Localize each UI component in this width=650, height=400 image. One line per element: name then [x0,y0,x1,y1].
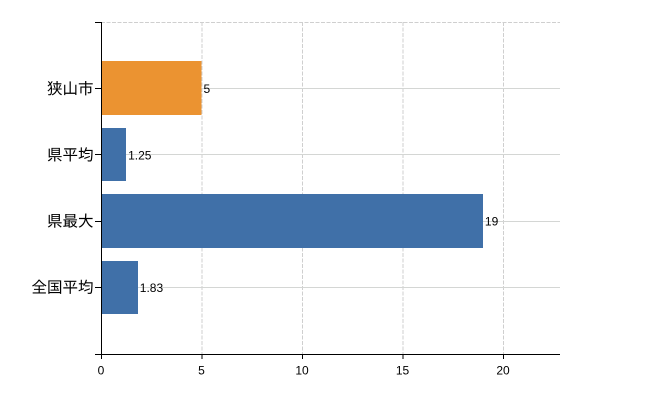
svg-text:0: 0 [98,364,105,378]
svg-text:1.83: 1.83 [140,281,164,295]
svg-text:5: 5 [198,364,205,378]
svg-text:19: 19 [485,215,499,229]
svg-text:15: 15 [396,364,410,378]
svg-text:10: 10 [295,364,309,378]
svg-text:20: 20 [496,364,510,378]
svg-text:5: 5 [204,82,211,96]
svg-text:1.25: 1.25 [128,148,152,162]
